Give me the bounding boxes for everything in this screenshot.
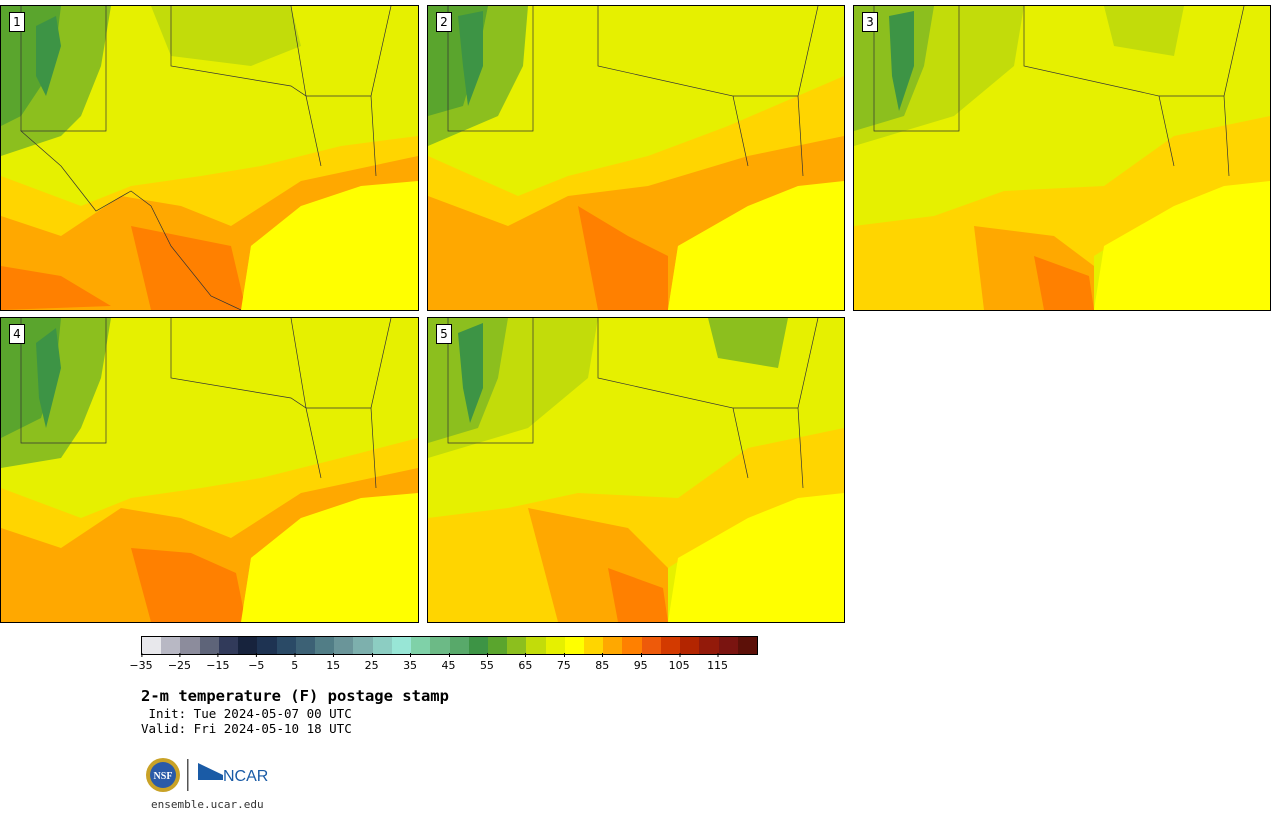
stamp-number-badge: 3 — [862, 12, 878, 32]
map-image — [1, 6, 418, 310]
nsf-ncar-logo: NSF NCAR — [146, 758, 268, 792]
stamp-panel-4[interactable]: 4 — [0, 317, 419, 623]
colorbar-tick-label: 25 — [365, 653, 379, 672]
colorbar-swatch — [526, 637, 546, 654]
init-time: Init: Tue 2024-05-07 00 UTC — [141, 706, 352, 721]
colorbar-swatch — [641, 637, 661, 654]
logos: NSF NCAR — [145, 757, 275, 793]
colorbar-swatch — [276, 637, 296, 654]
map-image — [428, 318, 844, 622]
colorbar-swatch — [218, 637, 239, 654]
colorbar-swatch — [238, 637, 258, 654]
colorbar-tick-label: 65 — [518, 653, 532, 672]
colorbar-tick-label: 45 — [442, 653, 456, 672]
colorbar-tick-label: 85 — [595, 653, 609, 672]
colorbar-swatch — [257, 637, 277, 654]
colorbar-swatch — [430, 637, 450, 654]
map-image — [1, 318, 418, 622]
site-url[interactable]: ensemble.ucar.edu — [151, 798, 264, 811]
colorbar-swatch — [295, 637, 315, 654]
colorbar-swatch — [411, 637, 431, 654]
map-image — [854, 6, 1270, 310]
colorbar-swatch — [161, 637, 181, 654]
colorbar-swatch — [180, 637, 200, 654]
colorbar-tick-label: 105 — [669, 653, 690, 672]
stamp-panel-3[interactable]: 3 — [853, 5, 1271, 311]
colorbar-swatch — [603, 637, 623, 654]
colorbar-tick-label: 95 — [634, 653, 648, 672]
map-image — [428, 6, 844, 310]
stamp-number-badge: 4 — [9, 324, 25, 344]
colorbar-swatch — [507, 637, 527, 654]
plot-title: 2-m temperature (F) postage stamp — [141, 687, 449, 705]
stamp-panel-5[interactable]: 5 — [427, 317, 845, 623]
ncar-logo-text: NCAR — [223, 768, 268, 785]
colorbar-swatch — [622, 637, 642, 654]
colorbar-swatch — [199, 637, 219, 654]
colorbar-tick-label: 5 — [291, 653, 298, 672]
colorbar-tick-label: −15 — [206, 653, 229, 672]
colorbar-swatch — [699, 637, 719, 654]
colorbar-swatch — [391, 637, 412, 654]
colorbar-swatch — [564, 637, 585, 654]
valid-time: Valid: Fri 2024-05-10 18 UTC — [141, 721, 352, 736]
colorbar-tick-label: −35 — [129, 653, 153, 672]
colorbar-tick-label: 115 — [707, 653, 728, 672]
colorbar-swatch — [718, 637, 738, 654]
colorbar-swatch — [584, 637, 604, 654]
colorbar-tick-label: 35 — [403, 653, 417, 672]
stamp-number-badge: 1 — [9, 12, 25, 32]
colorbar-swatch — [680, 637, 700, 654]
colorbar-ticks: −35 −25 −15 −5 5 15 25 35 45 55 65 75 85 95 105 115 — [129, 653, 756, 673]
stamp-number-badge: 5 — [436, 324, 452, 344]
colorbar-tick-label: 15 — [326, 653, 340, 672]
colorbar-tick-label: 55 — [480, 653, 494, 672]
colorbar-swatch — [468, 637, 488, 654]
colorbar-swatch — [545, 637, 565, 654]
colorbar — [141, 636, 758, 655]
colorbar-swatch — [737, 637, 757, 654]
nsf-logo-text: NSF — [154, 771, 173, 782]
stamp-panel-2[interactable]: 2 — [427, 5, 845, 311]
colorbar-swatch — [372, 637, 392, 654]
colorbar-swatch — [487, 637, 508, 654]
stamp-number-badge: 2 — [436, 12, 452, 32]
stamp-panel-1[interactable]: 1 — [0, 5, 419, 311]
colorbar-swatch — [660, 637, 681, 654]
colorbar-swatch — [142, 637, 162, 654]
colorbar-tick-label: −25 — [168, 653, 191, 672]
colorbar-swatch — [353, 637, 373, 654]
colorbar-tick-label: −5 — [248, 653, 264, 672]
colorbar-swatch — [334, 637, 354, 654]
colorbar-swatch — [314, 637, 335, 654]
colorbar-swatch — [449, 637, 469, 654]
colorbar-tick-label: 75 — [557, 653, 571, 672]
